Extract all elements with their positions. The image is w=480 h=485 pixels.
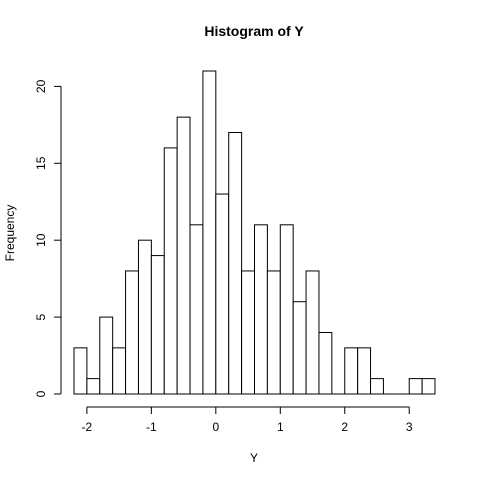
histogram-bar: [202, 70, 217, 395]
histogram-bar: [99, 316, 114, 395]
histogram-bar: [241, 270, 256, 395]
histogram-bar: [318, 331, 333, 395]
histogram-bar: [163, 147, 178, 395]
x-tick-label: -2: [82, 420, 93, 434]
histogram-bar: [112, 347, 127, 395]
chart-title: Histogram of Y: [204, 23, 304, 39]
histogram-bar: [73, 347, 88, 395]
y-tick-label: 10: [34, 233, 48, 247]
histogram-bar: [125, 270, 139, 395]
x-axis: -2 -1 0 1 2 3: [82, 406, 413, 434]
x-tick-label: 0: [212, 420, 219, 434]
histogram-bar: [305, 270, 320, 395]
y-tick-label: 0: [34, 390, 48, 397]
histogram-bar: [150, 255, 165, 395]
histogram-bar: [189, 224, 204, 395]
histogram-bar: [254, 224, 268, 395]
histogram-bars: [73, 70, 436, 395]
x-tick-label: 2: [341, 420, 348, 434]
histogram-bar: [137, 239, 152, 395]
y-tick-label: 5: [34, 313, 48, 320]
x-tick-label: -1: [146, 420, 157, 434]
histogram-bar: [266, 270, 281, 395]
histogram-bar: [279, 224, 294, 395]
histogram-bar: [408, 378, 423, 395]
y-tick-label: 20: [34, 79, 48, 93]
histogram-bar: [357, 347, 372, 395]
y-tick-label: 15: [34, 156, 48, 170]
x-tick-label: 1: [277, 420, 284, 434]
histogram-bar: [344, 347, 359, 395]
histogram-bar: [370, 378, 384, 395]
histogram-bar: [176, 116, 191, 395]
histogram-bar: [228, 132, 243, 395]
x-axis-label: Y: [250, 451, 258, 465]
y-axis-label: Frequency: [3, 205, 17, 262]
x-tick-label: 3: [406, 420, 413, 434]
histogram-bar: [215, 193, 230, 395]
histogram-bar: [292, 301, 307, 395]
y-axis: 0 5 10 15 20: [34, 79, 62, 397]
histogram-bar: [421, 378, 436, 395]
histogram-bar: [86, 378, 101, 395]
